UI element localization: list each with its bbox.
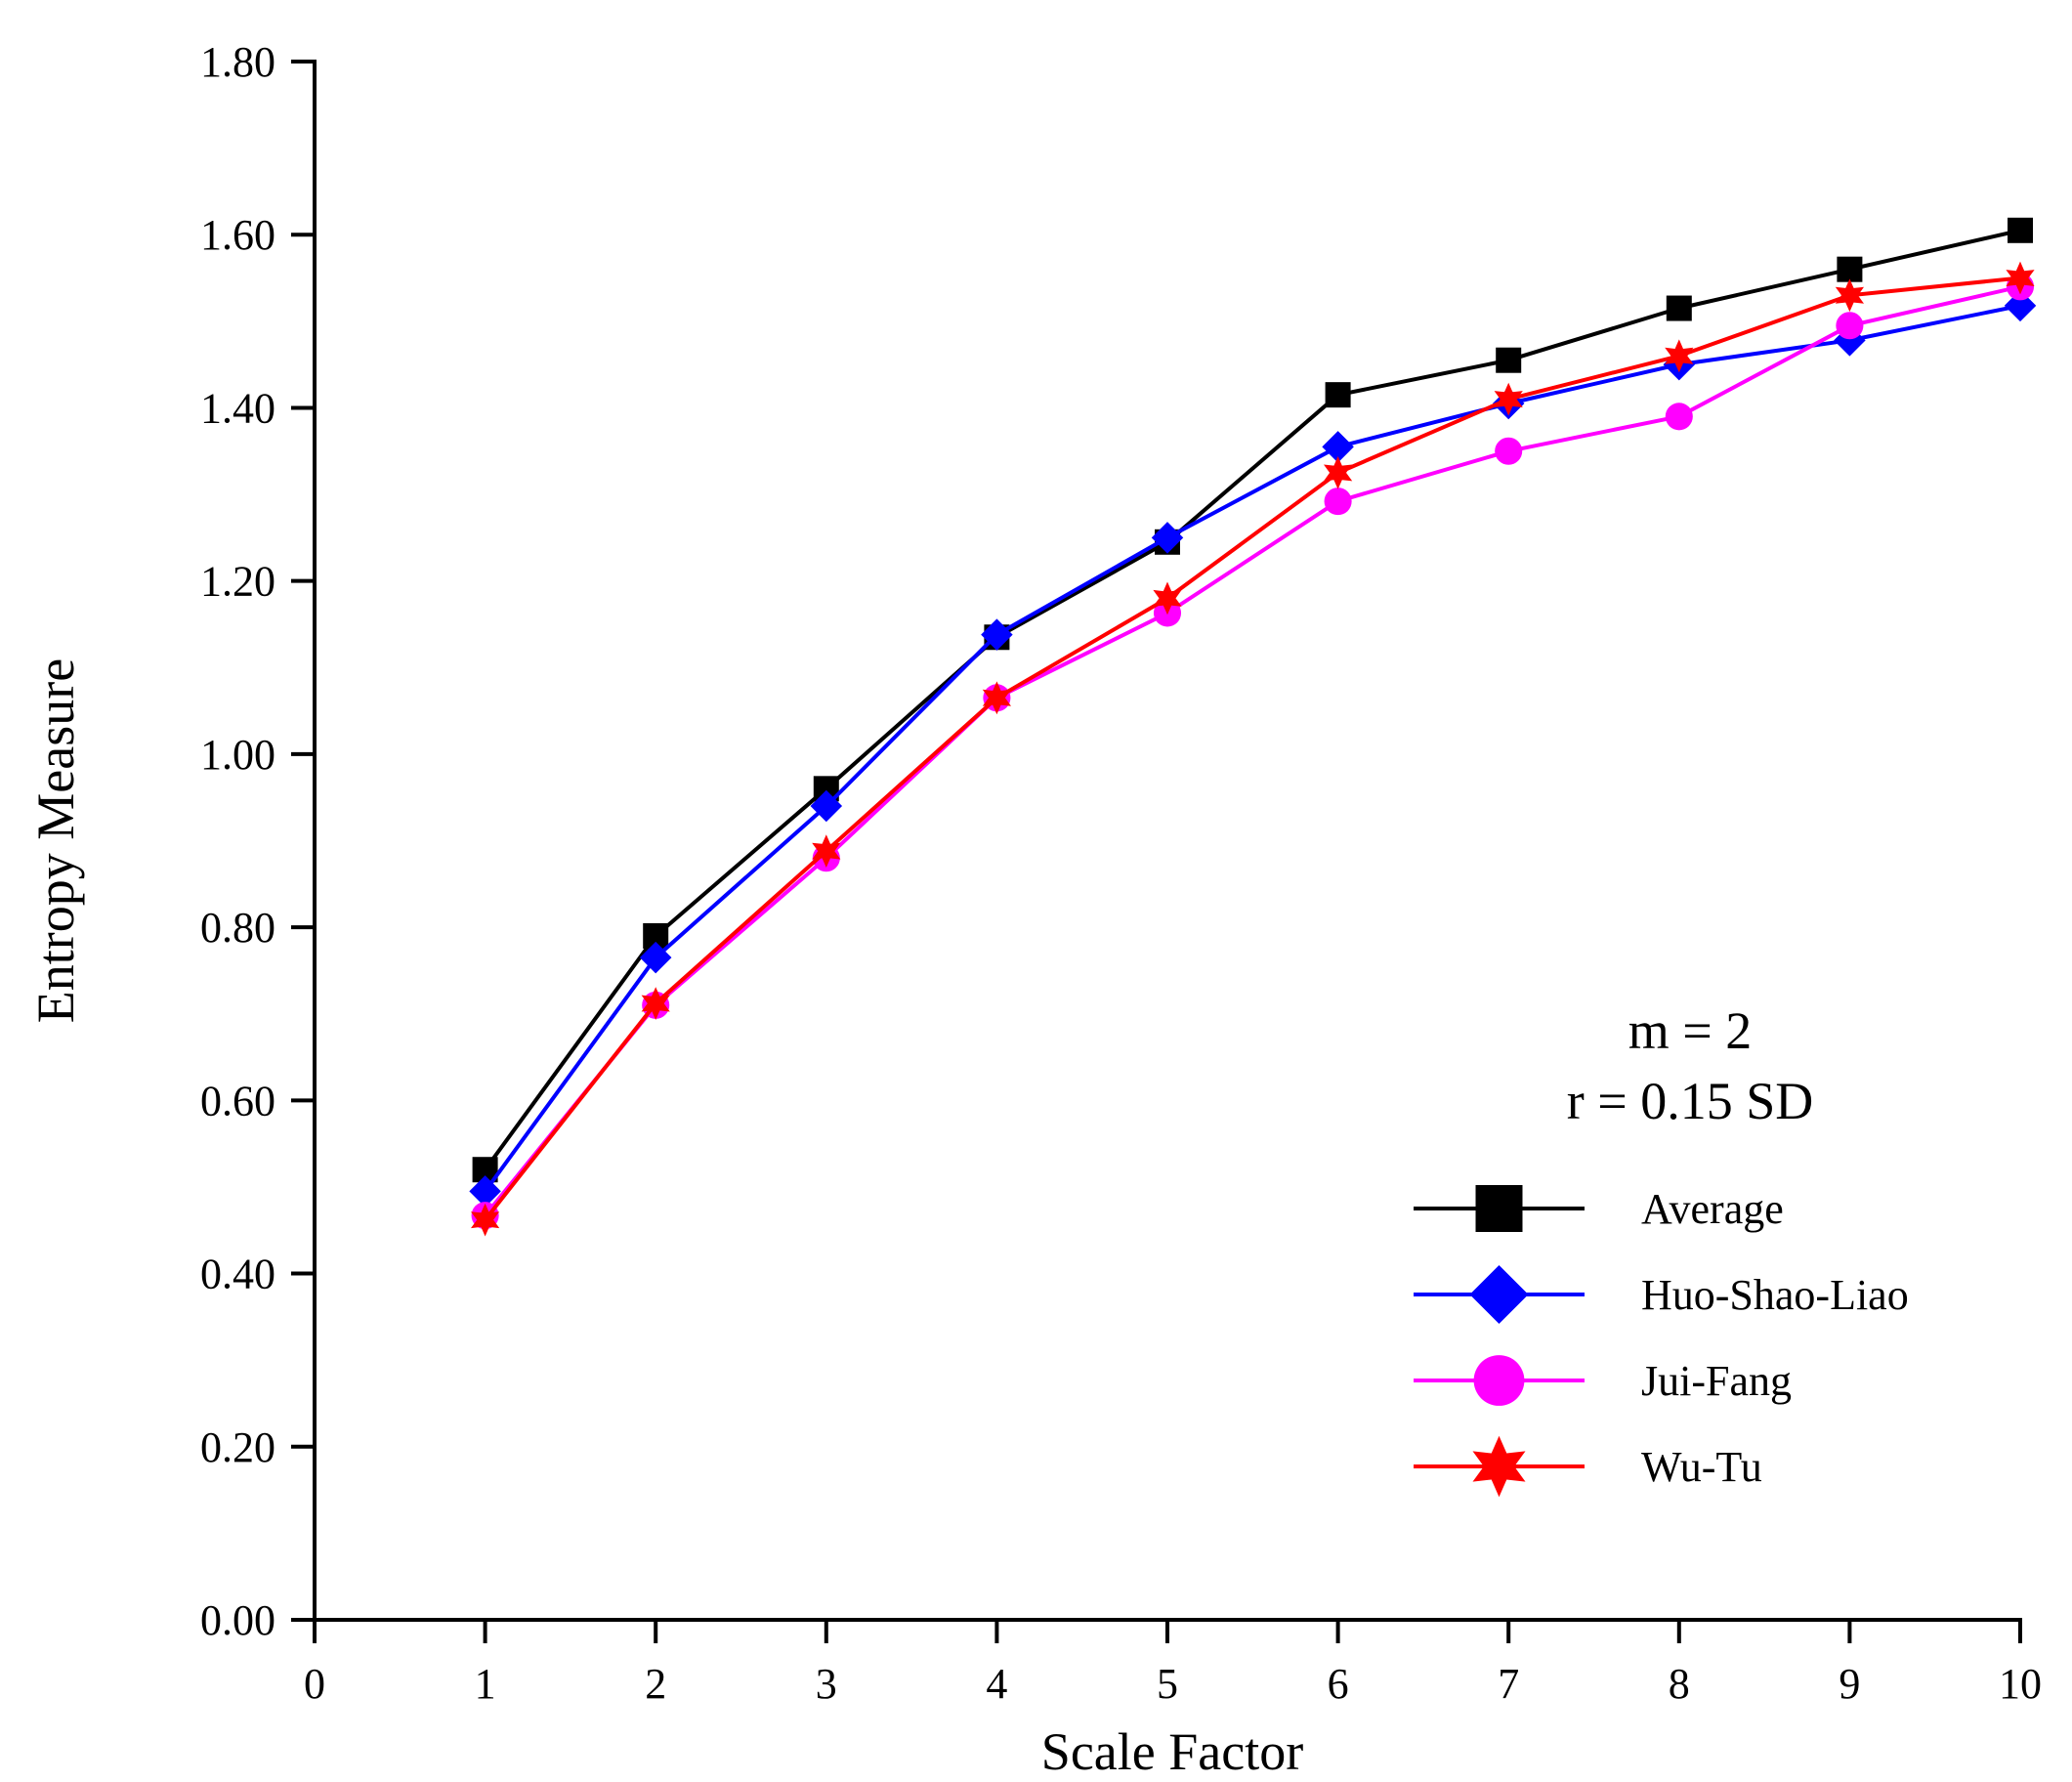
data-point bbox=[982, 681, 1011, 715]
series-line bbox=[483, 303, 2021, 1193]
series-line bbox=[484, 284, 2021, 1217]
legend-item: Wu-Tu bbox=[1414, 1435, 1762, 1498]
series-line bbox=[484, 276, 2021, 1221]
series-average bbox=[472, 217, 2033, 1183]
x-tick-label: 8 bbox=[1669, 1660, 1690, 1708]
legend: Average Huo-Shao-Liao Jui-Fang Wu-Tu bbox=[1414, 1185, 1909, 1498]
data-point bbox=[1666, 295, 1692, 321]
x-tick-label: 3 bbox=[816, 1660, 837, 1708]
series-huo-shao-liao bbox=[469, 289, 2037, 1208]
legend-item: Jui-Fang bbox=[1414, 1355, 1792, 1406]
data-point bbox=[1496, 347, 1522, 373]
data-point bbox=[2006, 261, 2035, 295]
legend-item: Huo-Shao-Liao bbox=[1414, 1265, 1909, 1324]
series-wu-tu bbox=[471, 261, 2035, 1237]
y-tick-label: 0.00 bbox=[200, 1596, 275, 1644]
data-point bbox=[1153, 581, 1182, 615]
data-point bbox=[1836, 312, 1864, 340]
y-tick-label: 0.40 bbox=[200, 1251, 275, 1298]
y-tick-label: 1.20 bbox=[200, 558, 275, 606]
data-point bbox=[812, 834, 841, 868]
y-ticks: 0.00 0.20 0.40 0.60 0.80 1.00 1.20 1.40 1.60 1.80 bbox=[200, 38, 315, 1644]
legend-label: Huo-Shao-Liao bbox=[1641, 1271, 1909, 1319]
data-point bbox=[469, 1175, 501, 1208]
legend-marker bbox=[1469, 1265, 1529, 1324]
x-ticks: 0 1 2 3 4 5 6 7 8 9 10 bbox=[304, 1620, 2042, 1708]
legend-label: Jui-Fang bbox=[1641, 1357, 1792, 1405]
x-tick-label: 5 bbox=[1157, 1660, 1178, 1708]
data-point bbox=[471, 1203, 500, 1237]
data-point bbox=[810, 789, 843, 823]
y-tick-label: 1.00 bbox=[200, 731, 275, 779]
data-point bbox=[639, 941, 672, 974]
data-point bbox=[1325, 382, 1351, 408]
x-axis-title: Scale Factor bbox=[1041, 1722, 1303, 1781]
legend-item: Average bbox=[1414, 1185, 1784, 1233]
data-point bbox=[1837, 256, 1863, 282]
x-tick-label: 4 bbox=[986, 1660, 1007, 1708]
legend-marker bbox=[1475, 1185, 1523, 1232]
data-point bbox=[1324, 488, 1352, 516]
legend-label: Wu-Tu bbox=[1641, 1443, 1762, 1491]
x-tick-label: 0 bbox=[304, 1660, 325, 1708]
data-point bbox=[1495, 437, 1523, 465]
y-tick-label: 1.60 bbox=[200, 211, 275, 259]
y-tick-label: 0.20 bbox=[200, 1423, 275, 1471]
data-point bbox=[1665, 403, 1693, 431]
x-tick-label: 2 bbox=[645, 1660, 666, 1708]
series bbox=[469, 217, 2037, 1237]
y-tick-label: 1.40 bbox=[200, 384, 275, 432]
data-point bbox=[1835, 278, 1864, 313]
data-point bbox=[1324, 456, 1353, 489]
legend-marker bbox=[1473, 1355, 1525, 1406]
legend-label: Average bbox=[1641, 1185, 1784, 1233]
data-point bbox=[1322, 431, 1354, 463]
x-tick-label: 6 bbox=[1328, 1660, 1349, 1708]
x-tick-label: 7 bbox=[1498, 1660, 1519, 1708]
x-tick-label: 1 bbox=[475, 1660, 496, 1708]
data-point bbox=[1494, 382, 1523, 416]
y-tick-label: 1.80 bbox=[200, 38, 275, 86]
data-point bbox=[1665, 339, 1694, 373]
y-tick-label: 0.80 bbox=[200, 904, 275, 952]
y-tick-label: 0.60 bbox=[200, 1077, 275, 1124]
legend-marker bbox=[1472, 1435, 1526, 1498]
annotation-r: r = 0.15 SD bbox=[1567, 1072, 1813, 1130]
data-point bbox=[641, 987, 670, 1020]
data-point bbox=[981, 618, 1013, 651]
x-tick-label: 9 bbox=[1839, 1660, 1860, 1708]
y-axis-title: Entropy Measure bbox=[26, 658, 85, 1023]
series-line bbox=[483, 228, 2021, 1171]
data-point bbox=[2008, 217, 2033, 243]
annotation-m: m = 2 bbox=[1628, 1001, 1752, 1060]
data-point bbox=[1151, 522, 1184, 554]
x-tick-label: 10 bbox=[1999, 1660, 2042, 1708]
